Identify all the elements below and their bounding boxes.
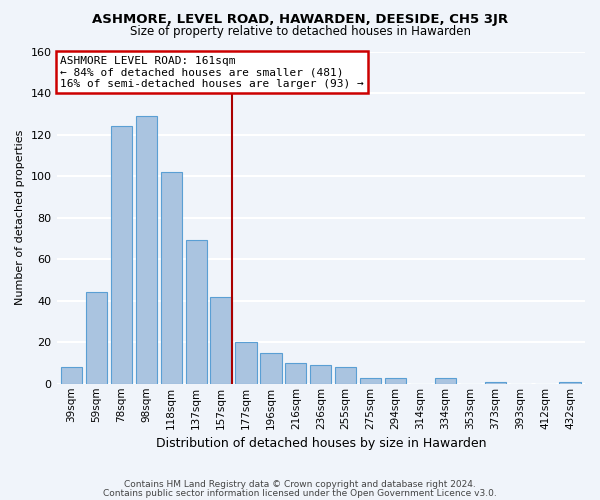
Text: ASHMORE, LEVEL ROAD, HAWARDEN, DEESIDE, CH5 3JR: ASHMORE, LEVEL ROAD, HAWARDEN, DEESIDE, … xyxy=(92,12,508,26)
Bar xyxy=(185,240,207,384)
Bar xyxy=(310,365,331,384)
Bar xyxy=(61,367,82,384)
Bar xyxy=(360,378,381,384)
Text: ASHMORE LEVEL ROAD: 161sqm
← 84% of detached houses are smaller (481)
16% of sem: ASHMORE LEVEL ROAD: 161sqm ← 84% of deta… xyxy=(60,56,364,89)
Text: Size of property relative to detached houses in Hawarden: Size of property relative to detached ho… xyxy=(130,25,470,38)
Bar xyxy=(285,363,307,384)
Bar xyxy=(260,352,281,384)
Bar xyxy=(136,116,157,384)
Bar xyxy=(485,382,506,384)
Bar xyxy=(211,296,232,384)
Bar xyxy=(111,126,132,384)
Bar xyxy=(161,172,182,384)
Bar xyxy=(559,382,581,384)
Text: Contains HM Land Registry data © Crown copyright and database right 2024.: Contains HM Land Registry data © Crown c… xyxy=(124,480,476,489)
X-axis label: Distribution of detached houses by size in Hawarden: Distribution of detached houses by size … xyxy=(155,437,486,450)
Bar xyxy=(385,378,406,384)
Bar xyxy=(235,342,257,384)
Text: Contains public sector information licensed under the Open Government Licence v3: Contains public sector information licen… xyxy=(103,488,497,498)
Bar xyxy=(86,292,107,384)
Bar xyxy=(335,367,356,384)
Bar xyxy=(435,378,456,384)
Y-axis label: Number of detached properties: Number of detached properties xyxy=(15,130,25,306)
